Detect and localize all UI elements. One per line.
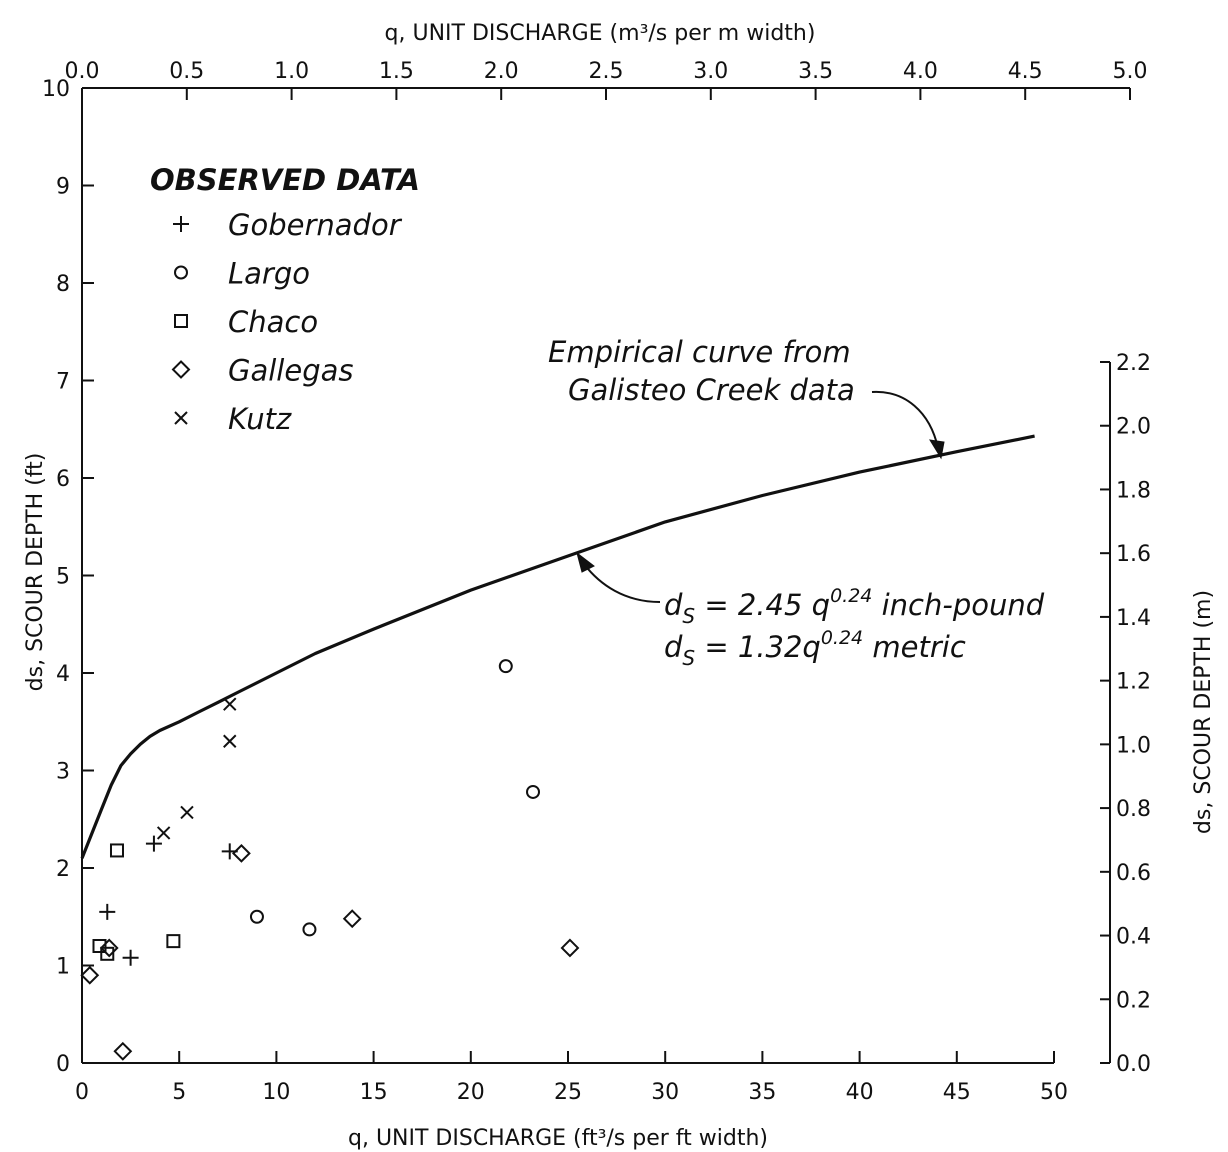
legend-label-chaco: Chaco [228,305,318,339]
x-bottom-tick-label: 5 [172,1080,186,1105]
y-right-tick-label: 1.6 [1116,542,1151,567]
x-top-tick-label: 0.5 [169,59,204,84]
x-bottom-tick-label: 20 [457,1080,485,1105]
equation-inch-pound: dS = 2.45 q0.24 inch-pound [664,585,1045,628]
x-bottom-axis-title: q, UNIT DISCHARGE (ft³/s per ft width) [348,1126,768,1151]
y-left-axis-title: ds, SCOUR DEPTH (ft) [23,453,48,692]
x-bottom-tick-label: 25 [554,1080,582,1105]
point-gobernador [99,903,116,920]
legend: Gobernador Largo Chaco Gallegas Kutz [171,208,403,436]
y-left-tick-label: 10 [42,77,70,102]
x-top-tick-label: 2.5 [589,59,624,84]
empirical-label-line1: Empirical curve from [548,335,851,369]
equation-arrowhead [576,551,595,573]
axes: 0 5 10 15 20 25 30 35 40 45 500.0 0.5 1.0 1.5 2.0 2.5 3.… [42,59,1151,1105]
point-kutz [156,826,171,840]
point-gallegas [99,938,119,958]
empirical-curve [80,434,1035,859]
y-left-tick-label: 1 [56,955,70,980]
x-top-tick-label: 5.0 [1113,59,1148,84]
y-right-tick-label: 1.4 [1116,606,1151,631]
x-top-tick-label: 1.0 [274,59,309,84]
legend-marker-gobernador [173,216,189,232]
point-gallegas [231,843,251,863]
legend-marker-largo [174,265,188,280]
legend-label-kutz: Kutz [228,402,292,436]
x-top-tick-label: 0.0 [65,59,100,84]
x-bottom-tick-label: 10 [262,1080,290,1105]
point-largo [526,784,541,799]
point-gallegas [560,938,580,958]
y-right-tick-label: 0.0 [1116,1052,1151,1077]
legend-marker-gallegas [171,360,191,379]
x-top-tick-label: 3.5 [798,59,833,84]
x-bottom-tick-label: 50 [1040,1080,1068,1105]
y-left-tick-label: 9 [56,175,70,200]
x-bottom-tick-label: 35 [748,1080,776,1105]
y-right-tick-label: 1.2 [1116,670,1151,695]
point-gobernador [145,835,162,852]
y-left-tick-label: 4 [56,662,70,687]
y-right-tick-label: 0.4 [1116,925,1151,950]
x-bottom-tick-label: 0 [75,1080,89,1105]
legend-label-gallegas: Gallegas [228,354,354,388]
x-top-tick-label: 4.5 [1008,59,1043,84]
empirical-label-arrow [871,390,939,449]
point-gallegas [342,909,362,929]
point-gobernador [122,949,139,966]
y-left-tick-label: 7 [56,370,70,395]
y-right-tick-label: 0.6 [1116,861,1151,886]
equation-metric: dS = 1.32q0.24 metric [664,627,966,670]
point-chaco [109,843,124,858]
empirical-label-line2: Galisteo Creek data [568,373,855,407]
x-bottom-tick-label: 40 [846,1080,874,1105]
x-top-axis-title: q, UNIT DISCHARGE (m³/s per m width) [385,21,816,46]
point-chaco [100,946,115,961]
point-chaco [92,939,107,953]
y-left-tick-label: 3 [56,760,70,785]
point-largo [498,659,513,674]
point-chaco [166,934,181,949]
x-top-tick-label: 3.0 [693,59,728,84]
point-gallegas [113,1041,133,1061]
legend-title: OBSERVED DATA [150,163,420,197]
y-right-tick-label: 2.2 [1116,351,1151,376]
y-left-tick-label: 8 [56,272,70,297]
x-bottom-tick-label: 30 [651,1080,679,1105]
point-largo [302,922,317,937]
equation-arrow [583,563,661,603]
y-right-tick-label: 1.8 [1116,478,1151,503]
y-left-tick-label: 0 [56,1052,70,1077]
empirical-curve-line [80,434,1035,859]
point-largo [249,909,264,924]
y-right-axis-title: ds, SCOUR DEPTH (m) [1191,590,1216,834]
y-left-tick-label: 5 [56,565,70,590]
x-top-tick-label: 4.0 [903,59,938,84]
y-right-tick-label: 0.2 [1116,988,1151,1013]
legend-marker-chaco [174,314,188,328]
y-right-tick-label: 2.0 [1116,415,1151,440]
legend-label-largo: Largo [228,257,310,291]
y-left-tick-label: 2 [56,857,70,882]
y-right-tick-label: 0.8 [1116,797,1151,822]
x-top-tick-label: 2.0 [484,59,519,84]
point-kutz [180,805,194,820]
point-kutz [223,697,237,711]
x-top-tick-label: 1.5 [379,59,414,84]
point-gallegas [80,965,100,985]
data-points [80,659,580,1061]
empirical-label-arrowhead [929,439,945,460]
x-bottom-tick-label: 45 [943,1080,971,1105]
point-kutz [223,734,237,748]
x-bottom-tick-label: 15 [360,1080,388,1105]
legend-marker-kutz [174,411,188,425]
y-left-tick-label: 6 [56,467,70,492]
legend-label-gobernador: Gobernador [228,208,403,242]
y-right-tick-label: 1.0 [1116,733,1151,758]
